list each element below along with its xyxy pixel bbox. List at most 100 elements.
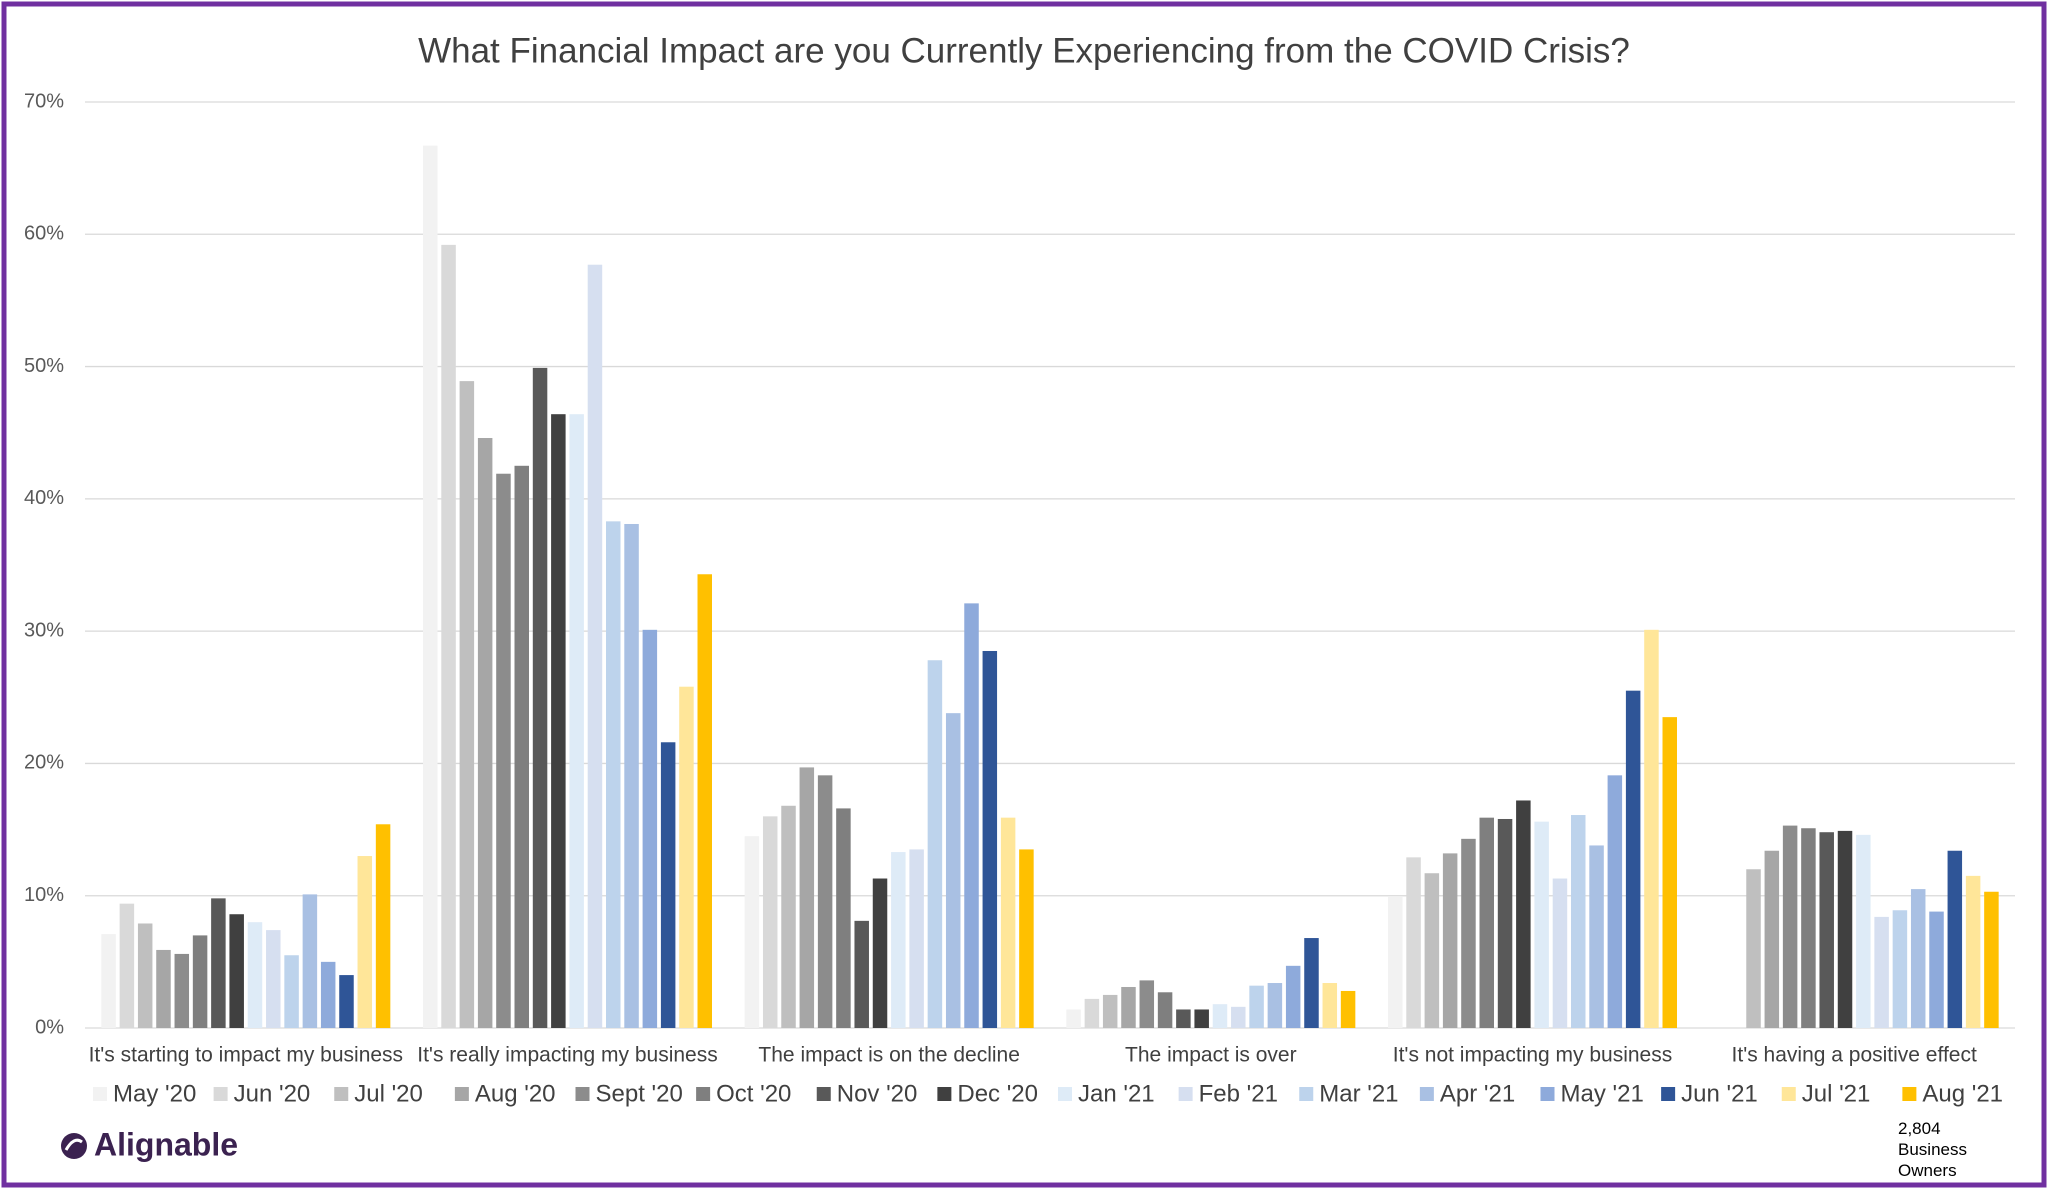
bar bbox=[247, 922, 263, 1028]
bar bbox=[1534, 821, 1549, 1028]
logo-text: Alignable bbox=[94, 1126, 238, 1162]
bar bbox=[679, 686, 694, 1028]
bar bbox=[1662, 717, 1677, 1028]
legend-label: Jan '21 bbox=[1078, 1080, 1155, 1107]
bar bbox=[459, 381, 475, 1028]
legend-swatch bbox=[454, 1087, 469, 1101]
bar bbox=[1139, 980, 1155, 1028]
bar bbox=[1764, 850, 1780, 1028]
legend-label: Nov '20 bbox=[837, 1080, 918, 1107]
bar bbox=[1121, 986, 1136, 1028]
legend-label: Aug '21 bbox=[1922, 1080, 2003, 1107]
bar bbox=[587, 264, 603, 1028]
bar bbox=[1157, 992, 1173, 1028]
legend-swatch bbox=[1178, 1087, 1193, 1101]
legend-swatch bbox=[1781, 1087, 1796, 1101]
bar bbox=[1929, 911, 1944, 1028]
bar bbox=[1231, 1006, 1246, 1028]
bar bbox=[624, 523, 639, 1028]
y-tick-label: 60% bbox=[24, 223, 64, 245]
bar bbox=[660, 742, 676, 1028]
bar bbox=[1424, 873, 1440, 1028]
bar bbox=[1874, 916, 1889, 1028]
bar bbox=[101, 934, 116, 1028]
x-tick-label: The impact is on the decline bbox=[758, 1044, 1019, 1067]
legend-swatch bbox=[93, 1087, 107, 1101]
bar bbox=[1461, 838, 1476, 1028]
legend-swatch bbox=[816, 1087, 831, 1101]
x-tick-label: It's really impacting my business bbox=[417, 1044, 717, 1067]
bar bbox=[1782, 825, 1798, 1028]
bar bbox=[964, 603, 979, 1028]
bar bbox=[927, 660, 943, 1028]
bar bbox=[1856, 834, 1871, 1028]
bar bbox=[1340, 990, 1356, 1028]
bar bbox=[836, 808, 851, 1028]
bar bbox=[119, 903, 135, 1028]
y-tick-label: 20% bbox=[24, 752, 64, 774]
bar bbox=[854, 920, 869, 1028]
legend-swatch bbox=[213, 1087, 228, 1101]
bar bbox=[1388, 897, 1403, 1028]
bar bbox=[982, 650, 998, 1028]
legend-label: Apr '21 bbox=[1440, 1080, 1515, 1107]
y-tick-label: 40% bbox=[24, 487, 64, 509]
bar bbox=[192, 935, 208, 1028]
x-tick-label: It's having a positive effect bbox=[1732, 1044, 1977, 1067]
legend-label: Jul '20 bbox=[354, 1080, 423, 1107]
bar bbox=[1000, 817, 1016, 1028]
legend-label: Aug '20 bbox=[475, 1080, 556, 1107]
bar bbox=[1442, 853, 1458, 1028]
bar bbox=[909, 849, 924, 1028]
legend-swatch bbox=[937, 1087, 952, 1101]
bar bbox=[1212, 1004, 1228, 1028]
bar bbox=[945, 713, 961, 1028]
bar bbox=[375, 824, 391, 1028]
bar bbox=[532, 367, 548, 1028]
bar bbox=[891, 852, 906, 1028]
bar bbox=[1947, 850, 1963, 1028]
bar bbox=[606, 521, 621, 1028]
legend-label: Jun '20 bbox=[234, 1080, 311, 1107]
legend-label: Mar '21 bbox=[1319, 1080, 1398, 1107]
x-tick-label: It's not impacting my business bbox=[1393, 1044, 1672, 1067]
bar bbox=[1571, 815, 1586, 1028]
bar bbox=[817, 775, 833, 1028]
bar bbox=[1552, 878, 1568, 1028]
bar bbox=[762, 816, 778, 1028]
x-tick-label: The impact is over bbox=[1125, 1044, 1297, 1067]
bar bbox=[1607, 775, 1623, 1028]
bar bbox=[211, 898, 226, 1028]
y-tick-label: 0% bbox=[35, 1016, 64, 1038]
legend-swatch bbox=[1299, 1087, 1314, 1101]
bar bbox=[551, 414, 566, 1028]
bar bbox=[1984, 891, 1999, 1028]
bar bbox=[514, 465, 529, 1028]
bar bbox=[1644, 629, 1659, 1028]
legend-swatch bbox=[1058, 1087, 1072, 1101]
legend-label: May '20 bbox=[113, 1080, 196, 1107]
bar bbox=[441, 244, 456, 1028]
bar bbox=[1267, 983, 1283, 1028]
bar bbox=[781, 805, 796, 1028]
bar bbox=[642, 629, 658, 1028]
bar bbox=[1625, 690, 1641, 1028]
bar bbox=[1837, 830, 1853, 1028]
bar bbox=[1194, 1009, 1209, 1028]
bar bbox=[1965, 875, 1981, 1028]
legend-swatch bbox=[1419, 1087, 1434, 1101]
logo-icon bbox=[61, 1133, 87, 1159]
legend-swatch bbox=[1902, 1087, 1917, 1101]
legend-label: May '21 bbox=[1561, 1080, 1644, 1107]
legend-label: Sept '20 bbox=[596, 1080, 683, 1107]
bar bbox=[320, 961, 336, 1028]
bar bbox=[744, 836, 760, 1028]
bar bbox=[1019, 849, 1034, 1028]
bar bbox=[1285, 965, 1301, 1028]
y-tick-label: 10% bbox=[24, 884, 64, 906]
bar bbox=[799, 767, 815, 1028]
legend-swatch bbox=[575, 1087, 590, 1101]
bar bbox=[266, 930, 281, 1028]
